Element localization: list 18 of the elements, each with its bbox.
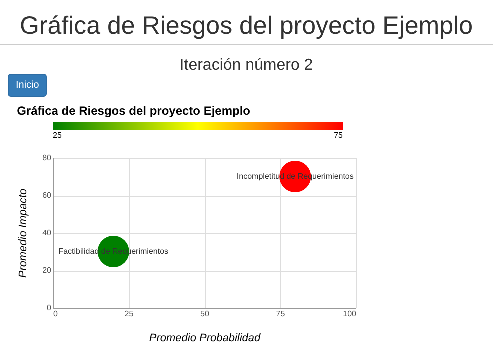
- y-tick-label: 60: [42, 191, 52, 200]
- y-tick-label: 40: [42, 228, 52, 238]
- x-axis-title: Promedio Probabilidad: [149, 332, 262, 344]
- x-tick-label: 25: [124, 310, 134, 318]
- x-tick-label: 0: [54, 310, 58, 318]
- y-tick-label: 80: [42, 154, 52, 162]
- chart-title: Gráfica de Riesgos del proyecto Ejemplo: [0, 0, 493, 45]
- color-bar-label: 25: [53, 131, 62, 140]
- x-tick-label: 100: [343, 310, 358, 318]
- y-axis-title: Promedio Impacto: [18, 188, 30, 278]
- chart-subtitle: Iteración número 2: [178, 57, 314, 76]
- color-bar-label: 75: [334, 131, 344, 140]
- home-button: Inicio: [8, 74, 48, 97]
- y-tick-label: 20: [42, 266, 52, 275]
- x-tick-label: 75: [276, 310, 286, 318]
- x-tick-label: 50: [200, 310, 210, 318]
- y-tick-label: 0: [47, 304, 52, 312]
- text: Gráfica de Riesgos del proyecto Ejemplo: [17, 104, 251, 118]
